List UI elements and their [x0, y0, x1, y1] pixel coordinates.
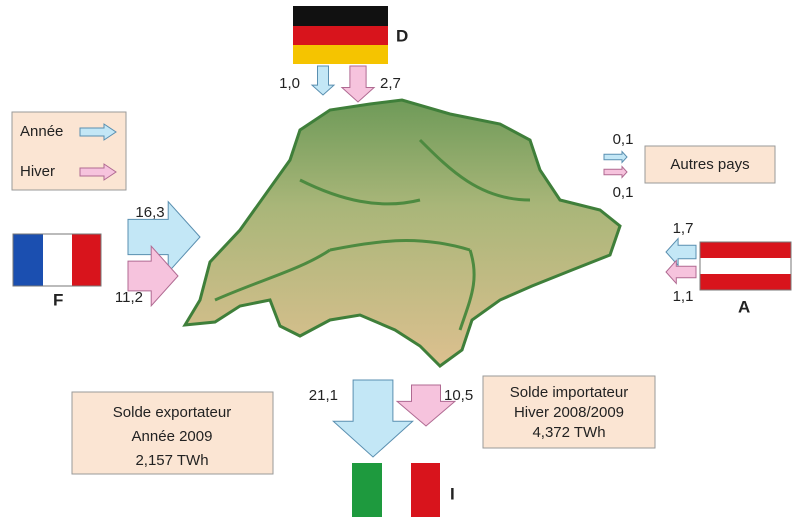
flow-arrow: [604, 152, 627, 163]
flow-arrow: [342, 66, 374, 102]
flow-label: 1,1: [673, 288, 694, 305]
import-line: Hiver 2008/2009: [514, 404, 624, 421]
flow-label: 10,5: [444, 387, 473, 404]
flag-germany: [293, 6, 388, 64]
flow-label: 11,2: [115, 289, 143, 306]
flow-arrow: [604, 167, 627, 178]
export-line: Année 2009: [132, 428, 213, 445]
flow-label: 1,7: [673, 220, 694, 237]
flag-italy: [352, 463, 440, 517]
country-label: Autres pays: [670, 156, 749, 173]
flag-france: [13, 234, 101, 286]
flow-label: 1,0: [279, 75, 300, 92]
import-line: Solde importateur: [510, 384, 628, 401]
export-line: 2,157 TWh: [135, 452, 208, 469]
flow-label: 16,3: [135, 204, 164, 221]
country-label: F: [53, 290, 63, 309]
flow-label: 0,1: [613, 184, 634, 201]
country-label: I: [450, 484, 455, 503]
flow-label: 21,1: [309, 387, 338, 404]
flow-arrow: [333, 380, 412, 457]
flow-arrow: [666, 239, 696, 266]
flow-arrow: [666, 261, 696, 284]
flag-austria: [700, 242, 791, 290]
legend-label: Hiver: [20, 163, 55, 180]
flow-label: 2,7: [380, 75, 401, 92]
flow-arrow: [312, 66, 334, 95]
switzerland-map: [185, 100, 620, 366]
export-line: Solde exportateur: [113, 404, 231, 421]
legend-label: Année: [20, 123, 63, 140]
flow-label: 0,1: [613, 131, 634, 148]
import-line: 4,372 TWh: [532, 424, 605, 441]
country-label: A: [738, 297, 750, 316]
country-label: D: [396, 26, 408, 45]
flow-map: Année Hiver D F Autres pays A I Solde ex…: [0, 0, 795, 517]
